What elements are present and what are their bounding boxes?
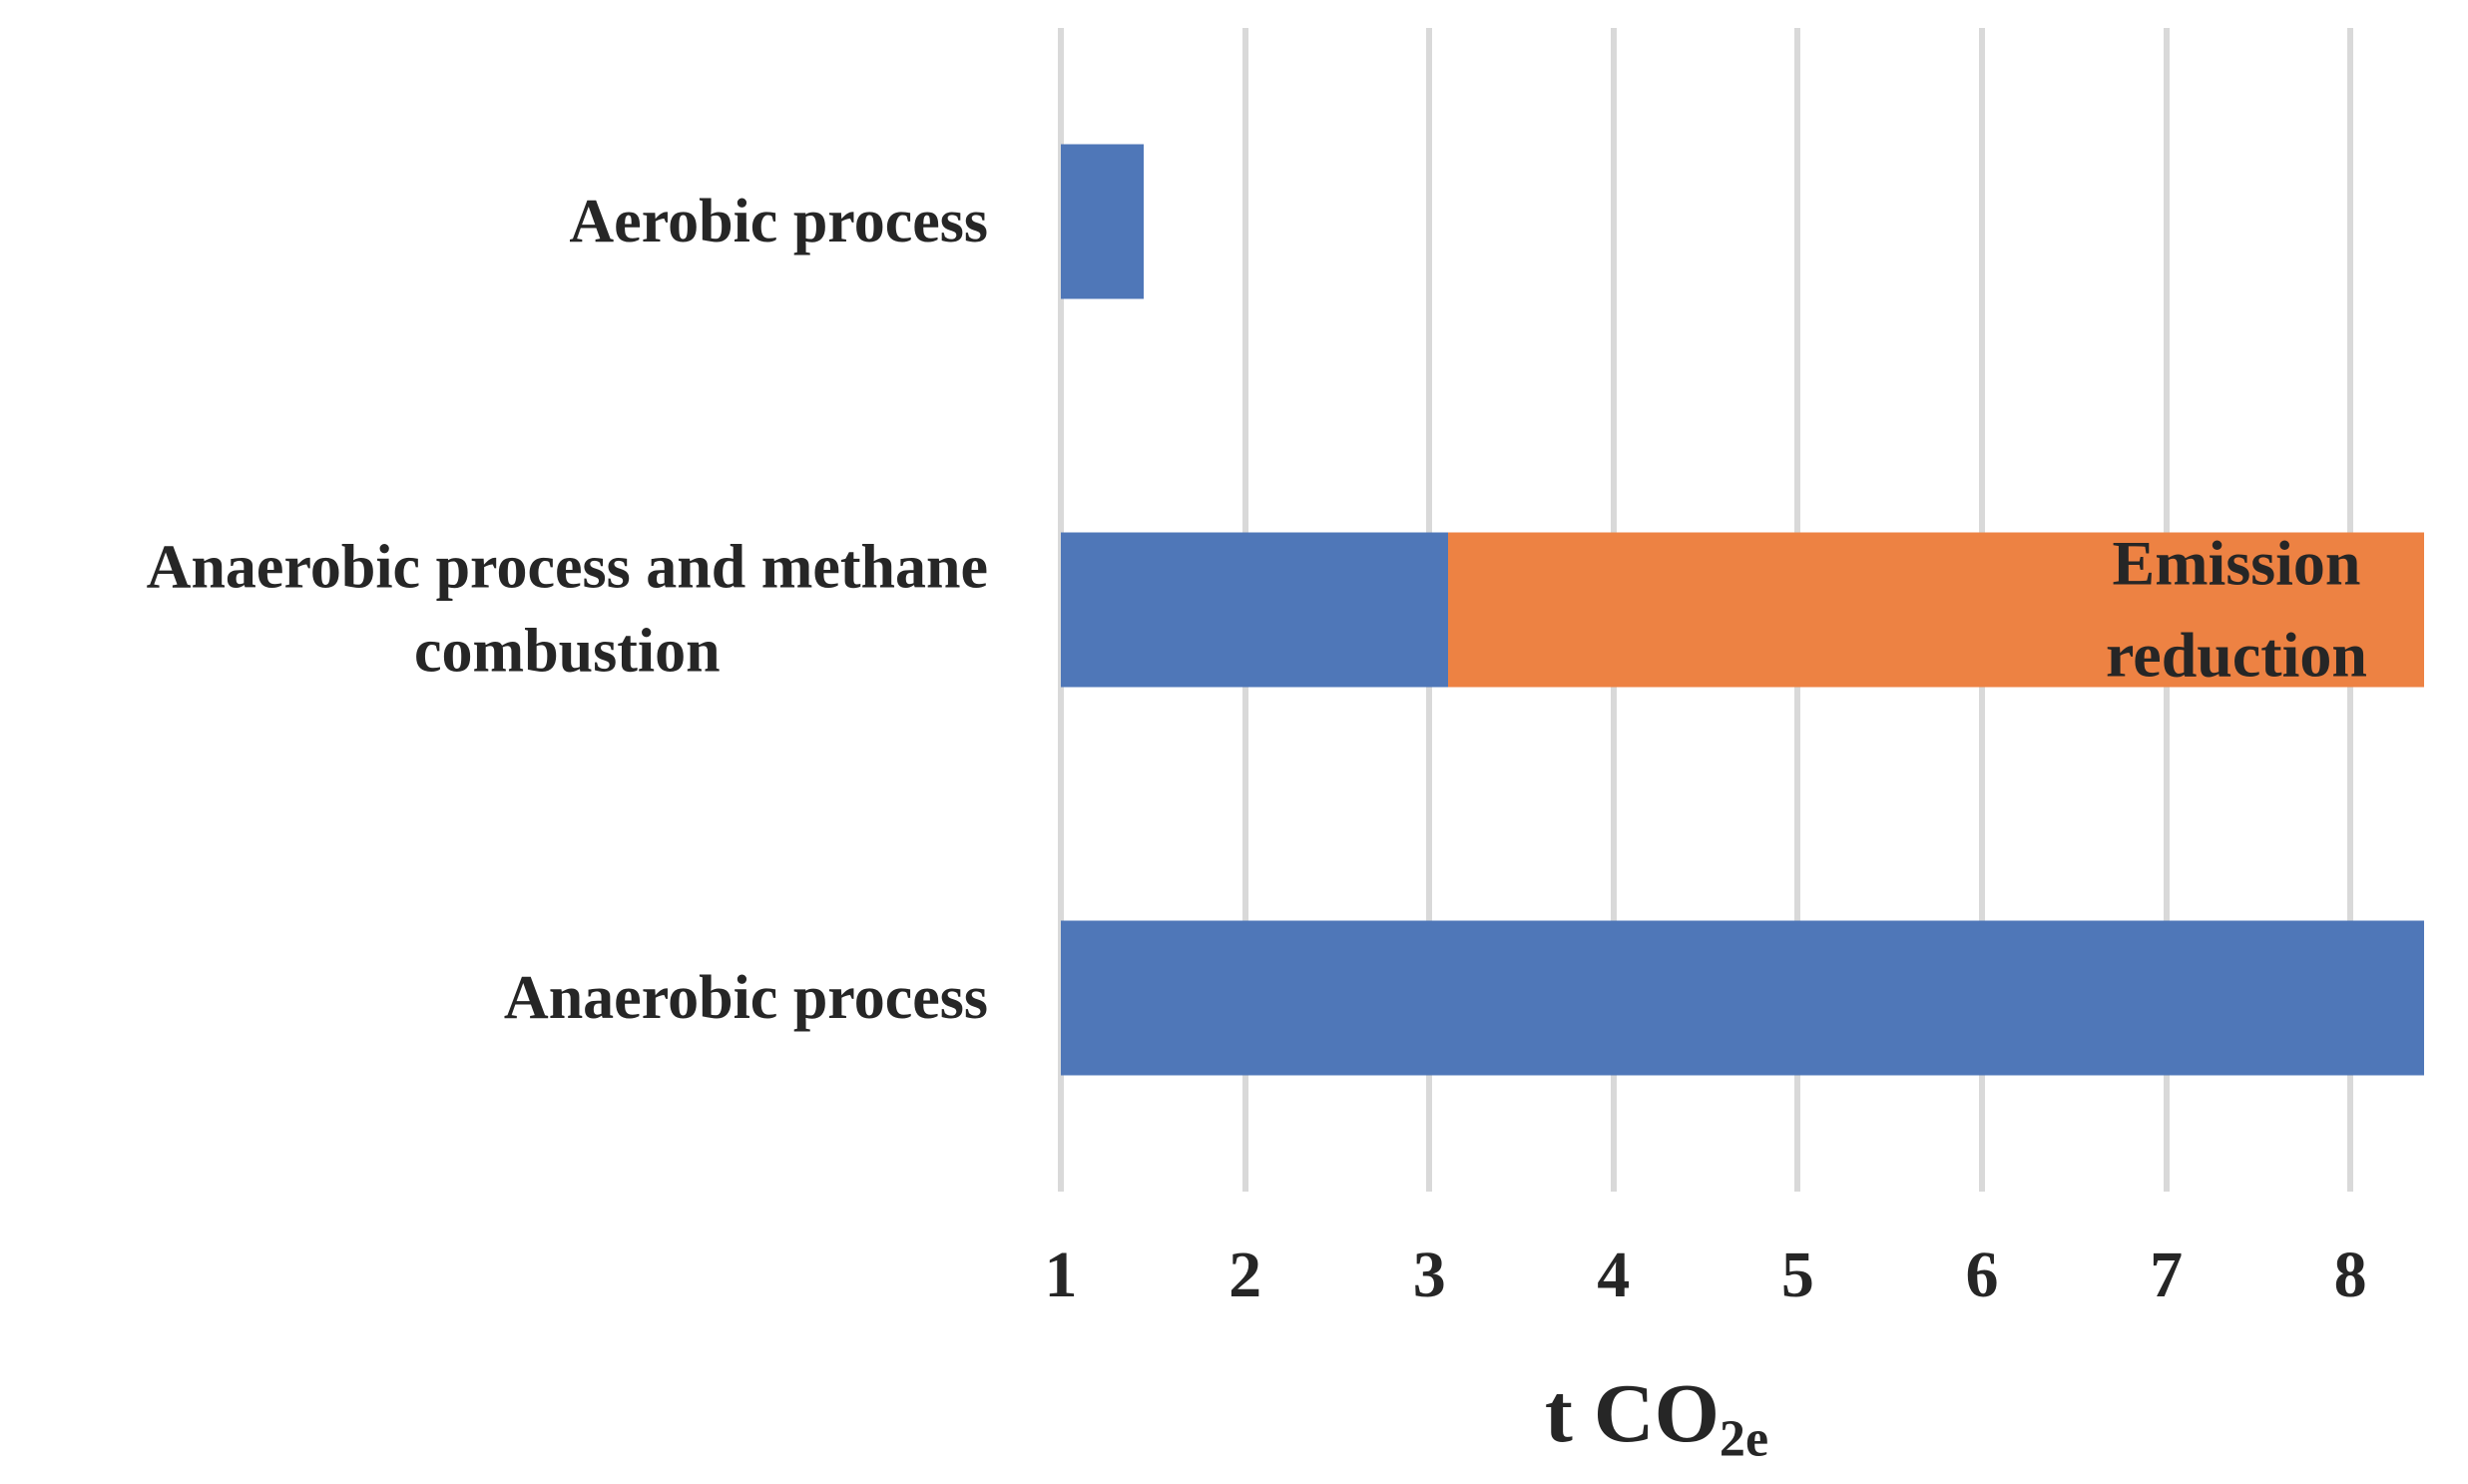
x-tick-label: 1 — [1044, 1238, 1078, 1311]
plot-area: Emission reduction — [1058, 28, 2424, 1192]
x-tick-label: 2 — [1229, 1238, 1262, 1311]
x-axis-title-text: t CO — [1544, 1367, 1720, 1460]
category-label: Aerobic process — [569, 188, 988, 256]
emission-reduction-label-lines: Emission reduction — [2106, 527, 2367, 691]
x-axis-ticks: 1 2 3 4 5 6 7 8 — [1045, 1238, 2424, 1332]
x-tick-label: 4 — [1597, 1238, 1631, 1311]
bar-row — [1061, 803, 2424, 1192]
bar-segment-blue — [1061, 532, 1448, 688]
x-axis-title-subscript: 2e — [1719, 1410, 1769, 1468]
bar-segment-blue — [1061, 144, 1145, 299]
x-tick-label: 6 — [1965, 1238, 1999, 1311]
x-tick-label: 5 — [1780, 1238, 1814, 1311]
bar-segment-blue — [1061, 920, 2424, 1076]
emission-reduction-label: Emission reduction — [1448, 527, 2424, 691]
bar-row: Emission reduction — [1061, 416, 2424, 804]
category-axis: Aerobic process Anaerobic process and met… — [0, 28, 988, 1192]
category-label: Anaerobic process and methane combustion — [146, 533, 988, 686]
category-label: Anaerobic process — [503, 963, 988, 1032]
x-tick-label: 8 — [2333, 1238, 2367, 1311]
bar-row — [1061, 28, 2424, 416]
x-axis-title: t CO2e — [1545, 1372, 1768, 1466]
bar-segment-orange: Emission reduction — [1447, 527, 2424, 691]
x-tick-label: 3 — [1412, 1238, 1446, 1311]
x-tick-label: 7 — [2150, 1238, 2184, 1311]
